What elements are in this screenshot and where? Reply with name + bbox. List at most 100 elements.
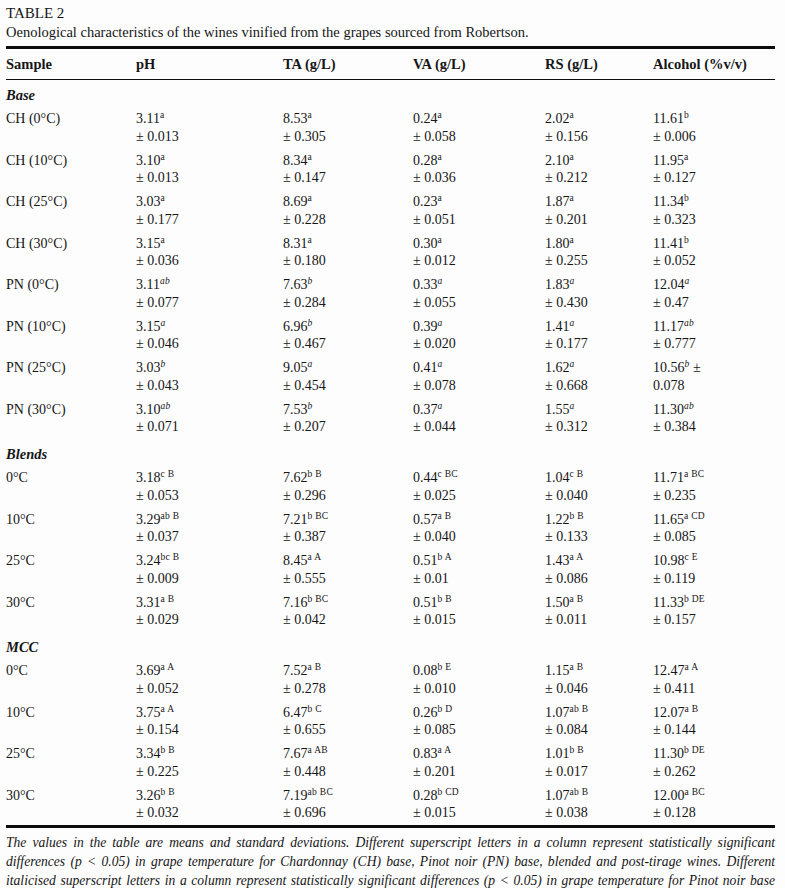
value-cell: 1.01b B± 0.017 bbox=[545, 742, 653, 784]
value-cell: 0.83a A± 0.201 bbox=[413, 742, 545, 784]
mean-value: 8.53a bbox=[283, 110, 413, 128]
value-cell: 2.02a± 0.156 bbox=[545, 107, 653, 149]
mean-value: 3.69a A bbox=[136, 662, 283, 680]
significance-superscript: a AB bbox=[308, 745, 328, 755]
standard-deviation: ± 0.128 bbox=[653, 804, 775, 822]
mean-value: 10.98c E bbox=[653, 552, 775, 570]
value-cell: 11.17ab± 0.777 bbox=[653, 315, 775, 357]
significance-superscript: b BC bbox=[308, 511, 329, 521]
column-header-rs-g-l: RS (g/L) bbox=[545, 48, 653, 80]
value-cell: 3.69a A± 0.052 bbox=[136, 659, 283, 701]
standard-deviation: ± 0.387 bbox=[283, 528, 413, 546]
significance-superscript: b B bbox=[570, 745, 584, 755]
significance-superscript: a bbox=[438, 152, 443, 162]
table-row: CH (10°C)3.10a± 0.0138.34a± 0.1470.28a± … bbox=[6, 149, 775, 191]
mean-value: 7.67a AB bbox=[283, 745, 413, 763]
standard-deviation: ± 0.177 bbox=[545, 335, 653, 353]
mean-value: 3.10ab bbox=[136, 401, 283, 419]
standard-deviation: ± 0.696 bbox=[283, 804, 413, 822]
significance-superscript: a bbox=[438, 318, 443, 328]
value-cell: 0.33a± 0.055 bbox=[413, 273, 545, 315]
standard-deviation: ± 0.668 bbox=[545, 377, 653, 395]
table-footnote: The values in the table are means and st… bbox=[6, 833, 775, 888]
value-cell: 2.10a± 0.212 bbox=[545, 149, 653, 191]
mean-value: 1.43a A bbox=[545, 552, 653, 570]
mean-value: 2.10a bbox=[545, 152, 653, 170]
standard-deviation: ± 0.032 bbox=[136, 804, 283, 822]
significance-superscript: a bbox=[308, 193, 313, 203]
standard-deviation: ± 0.012 bbox=[413, 252, 545, 270]
significance-superscript: b bbox=[684, 193, 689, 203]
standard-deviation: ± 0.177 bbox=[136, 211, 283, 229]
table-row: CH (0°C)3.11a± 0.0138.53a± 0.3050.24a± 0… bbox=[6, 107, 775, 149]
mean-value: 0.28a bbox=[413, 152, 545, 170]
standard-deviation: ± 0.052 bbox=[653, 252, 775, 270]
value-cell: 0.26b D± 0.085 bbox=[413, 701, 545, 743]
mean-value: 1.80a bbox=[545, 235, 653, 253]
column-header-sample: Sample bbox=[6, 48, 136, 80]
significance-superscript: ab bbox=[160, 276, 170, 286]
significance-superscript: b bbox=[308, 401, 313, 411]
significance-superscript: a bbox=[570, 152, 575, 162]
table-row: PN (10°C)3.15a± 0.0466.96b± 0.4670.39a± … bbox=[6, 315, 775, 357]
value-cell: 1.55a± 0.312 bbox=[545, 398, 653, 440]
standard-deviation: ± 0.011 bbox=[545, 611, 653, 629]
value-cell: 8.34a± 0.147 bbox=[283, 149, 413, 191]
table-row: PN (0°C)3.11ab± 0.0777.63b± 0.2840.33a± … bbox=[6, 273, 775, 315]
significance-superscript: a B bbox=[570, 594, 584, 604]
table-row: 30°C3.31a B± 0.0297.16b BC± 0.0420.51b B… bbox=[6, 591, 775, 633]
mean-value: 3.26b B bbox=[136, 787, 283, 805]
value-cell: 1.22b B± 0.133 bbox=[545, 508, 653, 550]
significance-superscript: a A bbox=[438, 745, 452, 755]
mean-value: 7.62b B bbox=[283, 469, 413, 487]
value-cell: 1.43a A± 0.086 bbox=[545, 549, 653, 591]
standard-deviation: ± 0.154 bbox=[136, 721, 283, 739]
table-row: PN (25°C)3.03b± 0.0439.05a± 0.4540.41a± … bbox=[6, 356, 775, 398]
standard-deviation: ± 0.655 bbox=[283, 721, 413, 739]
mean-value: 3.31a B bbox=[136, 594, 283, 612]
value-cell: 3.10a± 0.013 bbox=[136, 149, 283, 191]
mean-value: 11.65a CD bbox=[653, 511, 775, 529]
value-cell: 1.83a± 0.430 bbox=[545, 273, 653, 315]
mean-value: 8.45a A bbox=[283, 552, 413, 570]
value-cell: 11.65a CD± 0.085 bbox=[653, 508, 775, 550]
section-row-blends: Blends bbox=[6, 439, 775, 466]
significance-superscript: a bbox=[570, 401, 575, 411]
mean-value: 0.44c BC bbox=[413, 469, 545, 487]
mean-value: 0.08b E bbox=[413, 662, 545, 680]
mean-value: 0.37a bbox=[413, 401, 545, 419]
standard-deviation: ± 0.777 bbox=[653, 335, 775, 353]
value-cell: 7.63b± 0.284 bbox=[283, 273, 413, 315]
value-cell: 0.51b B± 0.015 bbox=[413, 591, 545, 633]
standard-deviation: ± 0.043 bbox=[136, 377, 283, 395]
mean-value: 11.33b DE bbox=[653, 594, 775, 612]
value-cell: 0.28b CD± 0.015 bbox=[413, 784, 545, 827]
value-cell: 8.53a± 0.305 bbox=[283, 107, 413, 149]
mean-value: 0.39a bbox=[413, 318, 545, 336]
value-cell: 7.19ab BC± 0.696 bbox=[283, 784, 413, 827]
standard-deviation: ± 0.009 bbox=[136, 570, 283, 588]
mean-value: 0.26b D bbox=[413, 704, 545, 722]
significance-superscript: b bbox=[308, 276, 313, 286]
significance-superscript: a bbox=[685, 276, 690, 286]
standard-deviation: ± 0.010 bbox=[413, 680, 545, 698]
table-row: PN (30°C)3.10ab± 0.0717.53b± 0.2070.37a±… bbox=[6, 398, 775, 440]
mean-value: 12.07a B bbox=[653, 704, 775, 722]
sample-cell: PN (0°C) bbox=[6, 273, 136, 315]
value-cell: 11.61b± 0.006 bbox=[653, 107, 775, 149]
significance-superscript: b BC bbox=[308, 594, 329, 604]
significance-superscript: ab B bbox=[570, 787, 589, 797]
mean-value: 11.30b DE bbox=[653, 745, 775, 763]
significance-superscript: b B bbox=[161, 787, 175, 797]
value-cell: 12.04a± 0.47 bbox=[653, 273, 775, 315]
standard-deviation: ± 0.037 bbox=[136, 528, 283, 546]
significance-superscript: c B bbox=[161, 469, 175, 479]
value-cell: 3.26b B± 0.032 bbox=[136, 784, 283, 827]
value-cell: 3.03a± 0.177 bbox=[136, 190, 283, 232]
section-label: Blends bbox=[6, 439, 775, 466]
mean-value: 1.15a B bbox=[545, 662, 653, 680]
standard-deviation: ± 0.006 bbox=[653, 128, 775, 146]
mean-value: 0.23a bbox=[413, 193, 545, 211]
significance-superscript: a bbox=[438, 359, 443, 369]
standard-deviation: ± 0.013 bbox=[136, 169, 283, 187]
